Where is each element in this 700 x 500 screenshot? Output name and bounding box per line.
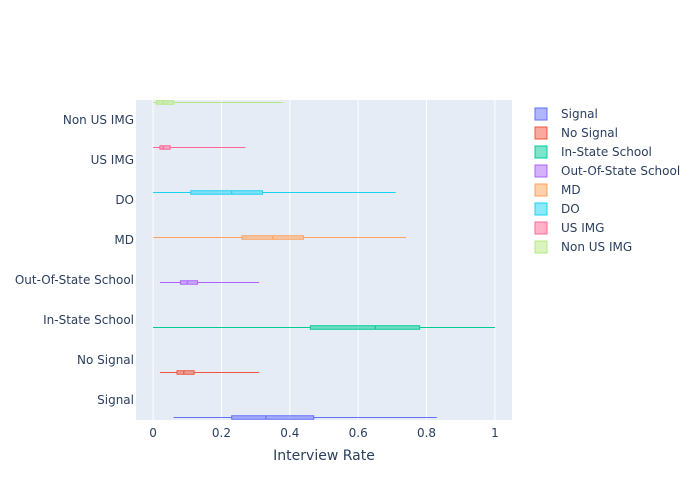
y-tick-label: No Signal <box>77 353 134 367</box>
x-tick-label: 0 <box>149 426 157 440</box>
box-body <box>156 100 175 105</box>
box-traces <box>153 100 495 420</box>
legend-item[interactable]: Signal <box>534 107 598 121</box>
legend-item[interactable]: In-State School <box>534 145 652 159</box>
box-body <box>159 145 171 150</box>
box-no-signal[interactable] <box>159 370 260 375</box>
x-tick-label: 0.4 <box>280 426 299 440</box>
y-tick-label: Out-Of-State School <box>15 273 134 287</box>
legend-swatch <box>534 107 548 121</box>
legend-label: MD <box>561 183 581 197</box>
legend-label: In-State School <box>561 145 652 159</box>
legend-item[interactable]: US IMG <box>534 221 604 235</box>
legend-swatch <box>534 202 548 216</box>
box-body <box>231 415 315 420</box>
legend-item[interactable]: Out-Of-State School <box>534 164 680 178</box>
legend-item[interactable]: No Signal <box>534 126 618 140</box>
y-tick-label: DO <box>115 193 134 207</box>
y-tick-label: Non US IMG <box>63 113 134 127</box>
y-tick-label: MD <box>114 233 134 247</box>
legend-swatch <box>534 164 548 178</box>
y-tick-label: Signal <box>97 393 134 407</box>
grid-lines <box>152 100 496 420</box>
y-tick-label: US IMG <box>91 153 134 167</box>
x-tick-label: 0.2 <box>212 426 231 440</box>
legend-item[interactable]: DO <box>534 202 580 216</box>
box-body <box>309 325 421 330</box>
legend-label: Out-Of-State School <box>561 164 680 178</box>
x-tick-labels: 0 0.2 0.4 0.6 0.8 1 <box>149 426 498 440</box>
box-body <box>190 190 263 195</box>
box-do[interactable] <box>153 190 396 195</box>
plot-background <box>136 100 512 420</box>
x-tick-label: 1 <box>491 426 499 440</box>
legend-swatch <box>534 145 548 159</box>
box-us-img[interactable] <box>153 145 246 150</box>
legend-label: Non US IMG <box>561 240 632 254</box>
box-md[interactable] <box>153 235 407 240</box>
legend-label: DO <box>561 202 580 216</box>
legend[interactable]: Signal No Signal In-State School Out-Of-Sta… <box>534 107 680 254</box>
x-tick-label: 0.6 <box>349 426 368 440</box>
x-axis-title: Interview Rate <box>273 448 375 464</box>
x-tick-label: 0.8 <box>417 426 436 440</box>
legend-swatch <box>534 126 548 140</box>
y-tick-labels: Signal No Signal In-State School Out-Of-Sta… <box>15 113 134 407</box>
y-tick-label: In-State School <box>43 313 134 327</box>
legend-label: US IMG <box>561 221 604 235</box>
box-out-of-state-school[interactable] <box>159 280 260 285</box>
box-in-state-school[interactable] <box>153 325 495 330</box>
legend-label: Signal <box>561 107 598 121</box>
box-body <box>176 370 195 375</box>
legend-swatch <box>534 221 548 235</box>
legend-item[interactable]: MD <box>534 183 581 197</box>
box-signal[interactable] <box>173 415 437 420</box>
legend-swatch <box>534 183 548 197</box>
box-body <box>179 280 199 285</box>
box-non-us-img[interactable] <box>153 100 283 105</box>
legend-swatch <box>534 240 548 254</box>
legend-item[interactable]: Non US IMG <box>534 240 632 254</box>
legend-label: No Signal <box>561 126 618 140</box>
